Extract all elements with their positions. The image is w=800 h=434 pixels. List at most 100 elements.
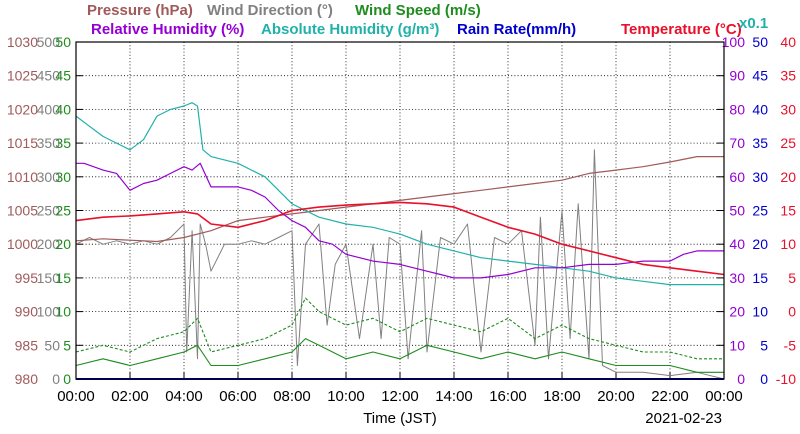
x-tick-label: 12:00 bbox=[381, 388, 419, 405]
x-tick-label: 06:00 bbox=[219, 388, 257, 405]
pressure-tick-label: 1015 bbox=[7, 135, 38, 151]
x-tick-label: 08:00 bbox=[273, 388, 311, 405]
wind-speed-series-line bbox=[75, 338, 724, 373]
wind_dir-tick-label: 200 bbox=[37, 236, 61, 252]
legend-row-2: Relative Humidity (%) Absolute Humidity (… bbox=[91, 21, 742, 38]
pressure-tick-label: 985 bbox=[15, 337, 39, 353]
wind_dir-tick-label: 500 bbox=[37, 34, 61, 50]
x-tick-label: 00:00 bbox=[57, 388, 95, 405]
temp-tick-label: -5 bbox=[784, 337, 797, 353]
rain-tick-label: 15 bbox=[752, 270, 768, 286]
wind_speed-tick-label: 25 bbox=[55, 203, 71, 219]
plot-series bbox=[75, 102, 725, 380]
pressure-tick-label: 990 bbox=[15, 304, 39, 320]
legend-ah: Absolute Humidity (g/m³) bbox=[261, 21, 439, 38]
wind_dir-tick-label: 100 bbox=[37, 304, 61, 320]
legend-rh: Relative Humidity (%) bbox=[91, 21, 244, 38]
rh-tick-label: 10 bbox=[729, 337, 745, 353]
x-tick-label: 18:00 bbox=[543, 388, 581, 405]
wind_speed-tick-label: 5 bbox=[63, 337, 71, 353]
wind_speed-tick-label: 15 bbox=[55, 270, 71, 286]
wind_speed-tick-label: 20 bbox=[55, 236, 71, 252]
x-tick-label: 10:00 bbox=[327, 388, 365, 405]
rh-tick-label: 80 bbox=[729, 101, 745, 117]
wind_speed-tick-label: 10 bbox=[55, 304, 71, 320]
wind_dir-tick-label: 400 bbox=[37, 101, 61, 117]
right-axes: 0102030405060708090100051015202530354045… bbox=[722, 34, 797, 387]
absolute-humidity-scale-note: x0.1 bbox=[739, 15, 768, 32]
rh-tick-label: 50 bbox=[729, 203, 745, 219]
rh-series-line bbox=[76, 162, 724, 279]
legend-rain: Rain Rate(mm/h) bbox=[457, 21, 576, 38]
pressure-tick-label: 1025 bbox=[7, 68, 38, 84]
wind_dir-tick-label: 150 bbox=[37, 270, 61, 286]
wind-dir-series-line bbox=[75, 149, 725, 380]
rh-tick-label: 40 bbox=[729, 236, 745, 252]
wind_speed-tick-label: 40 bbox=[55, 101, 71, 117]
temp-tick-label: 15 bbox=[780, 203, 796, 219]
x-tick-label: 20:00 bbox=[597, 388, 635, 405]
rh-tick-label: 100 bbox=[722, 34, 746, 50]
x-tick-label: 02:00 bbox=[111, 388, 149, 405]
temp-tick-label: 30 bbox=[780, 101, 796, 117]
wind_dir-tick-label: 300 bbox=[37, 169, 61, 185]
x-tick-label: 14:00 bbox=[435, 388, 473, 405]
rain-tick-label: 40 bbox=[752, 101, 768, 117]
ah-series-line bbox=[75, 102, 724, 286]
rh-tick-label: 0 bbox=[737, 371, 745, 387]
temp-series-line bbox=[75, 201, 725, 276]
pressure-series-line bbox=[75, 156, 724, 243]
wind_speed-tick-label: 35 bbox=[55, 135, 71, 151]
temp-tick-label: 20 bbox=[780, 169, 796, 185]
rain-tick-label: 50 bbox=[752, 34, 768, 50]
x-tick-label: 04:00 bbox=[165, 388, 203, 405]
rain-tick-label: 35 bbox=[752, 135, 768, 151]
temp-tick-label: -10 bbox=[776, 371, 796, 387]
pressure-tick-label: 980 bbox=[15, 371, 39, 387]
pressure-tick-label: 1005 bbox=[7, 203, 38, 219]
rh-tick-label: 70 bbox=[729, 135, 745, 151]
rh-tick-label: 90 bbox=[729, 68, 745, 84]
date-label: 2021-02-23 bbox=[645, 410, 722, 427]
x-tick-label: 16:00 bbox=[489, 388, 527, 405]
rh-tick-label: 30 bbox=[729, 270, 745, 286]
temp-tick-label: 0 bbox=[788, 304, 796, 320]
rain-tick-label: 20 bbox=[752, 236, 768, 252]
x-axis-label: Time (JST) bbox=[363, 410, 437, 427]
pressure-tick-label: 1030 bbox=[7, 34, 38, 50]
temp-tick-label: 35 bbox=[780, 68, 796, 84]
pressure-tick-label: 995 bbox=[15, 270, 39, 286]
wind_speed-tick-label: 45 bbox=[55, 68, 71, 84]
wind_speed-tick-label: 50 bbox=[55, 34, 71, 50]
x-axis: 00:00 02:00 04:00 06:00 08:00 10:00 12:00 14:00… bbox=[57, 372, 743, 405]
rain-tick-label: 10 bbox=[752, 304, 768, 320]
plot-frame bbox=[75, 41, 725, 380]
x-tick-label: 22:00 bbox=[651, 388, 689, 405]
legend-wind_dir: Wind Direction (°) bbox=[207, 2, 333, 19]
rain-tick-label: 5 bbox=[760, 337, 768, 353]
temp-tick-label: 5 bbox=[788, 270, 796, 286]
wind_dir-tick-label: 350 bbox=[37, 135, 61, 151]
wind_dir-tick-label: 450 bbox=[37, 68, 61, 84]
x-tick-label: 00:00 bbox=[705, 388, 743, 405]
temp-tick-label: 25 bbox=[780, 135, 796, 151]
legend-pressure: Pressure (hPa) bbox=[87, 2, 193, 19]
wind_dir-tick-label: 0 bbox=[52, 371, 60, 387]
rh-tick-label: 20 bbox=[729, 304, 745, 320]
pressure-tick-label: 1010 bbox=[7, 169, 38, 185]
legend-wind_speed: Wind Speed (m/s) bbox=[355, 2, 481, 19]
temp-tick-label: 40 bbox=[780, 34, 796, 50]
wind_dir-tick-label: 250 bbox=[37, 203, 61, 219]
rain-tick-label: 25 bbox=[752, 203, 768, 219]
rain-tick-label: 0 bbox=[760, 371, 768, 387]
legend-temp: Temperature (°C) bbox=[621, 21, 742, 38]
left-axes: 9809859909951000100510101015102010251030… bbox=[7, 34, 724, 387]
pressure-tick-label: 1020 bbox=[7, 101, 38, 117]
pressure-tick-label: 1000 bbox=[7, 236, 38, 252]
wind_speed-tick-label: 30 bbox=[55, 169, 71, 185]
wind_speed-tick-label: 0 bbox=[63, 371, 71, 387]
rain-tick-label: 30 bbox=[752, 169, 768, 185]
grid bbox=[76, 42, 724, 379]
legend-row-1: Pressure (hPa) Wind Direction (°) Wind Spe… bbox=[87, 2, 481, 19]
